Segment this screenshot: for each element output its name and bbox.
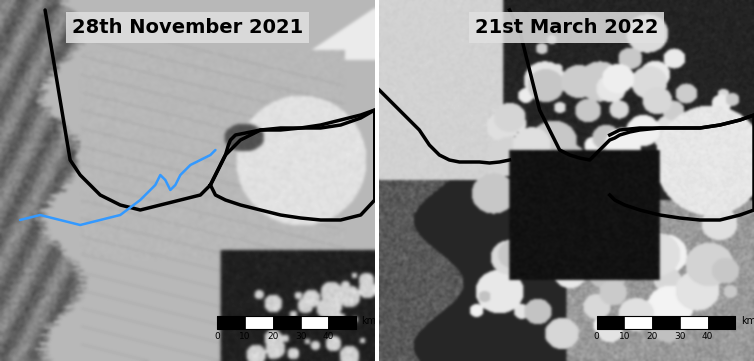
FancyBboxPatch shape — [217, 316, 245, 329]
Text: km: km — [362, 316, 377, 326]
Text: 40: 40 — [702, 332, 713, 341]
Text: 30: 30 — [295, 332, 306, 341]
FancyBboxPatch shape — [624, 316, 652, 329]
Text: 10: 10 — [618, 332, 630, 341]
FancyBboxPatch shape — [273, 316, 301, 329]
Text: 0: 0 — [214, 332, 220, 341]
Text: 28th November 2021: 28th November 2021 — [72, 18, 303, 37]
FancyBboxPatch shape — [596, 316, 624, 329]
FancyBboxPatch shape — [707, 316, 735, 329]
Text: 21st March 2022: 21st March 2022 — [475, 18, 658, 37]
Text: 30: 30 — [674, 332, 685, 341]
Text: km: km — [741, 316, 754, 326]
Text: 10: 10 — [239, 332, 251, 341]
FancyBboxPatch shape — [301, 316, 328, 329]
Text: 0: 0 — [593, 332, 599, 341]
FancyBboxPatch shape — [328, 316, 356, 329]
Text: 20: 20 — [646, 332, 657, 341]
Text: 40: 40 — [323, 332, 334, 341]
FancyBboxPatch shape — [245, 316, 273, 329]
FancyBboxPatch shape — [652, 316, 680, 329]
Text: 20: 20 — [267, 332, 278, 341]
FancyBboxPatch shape — [680, 316, 707, 329]
